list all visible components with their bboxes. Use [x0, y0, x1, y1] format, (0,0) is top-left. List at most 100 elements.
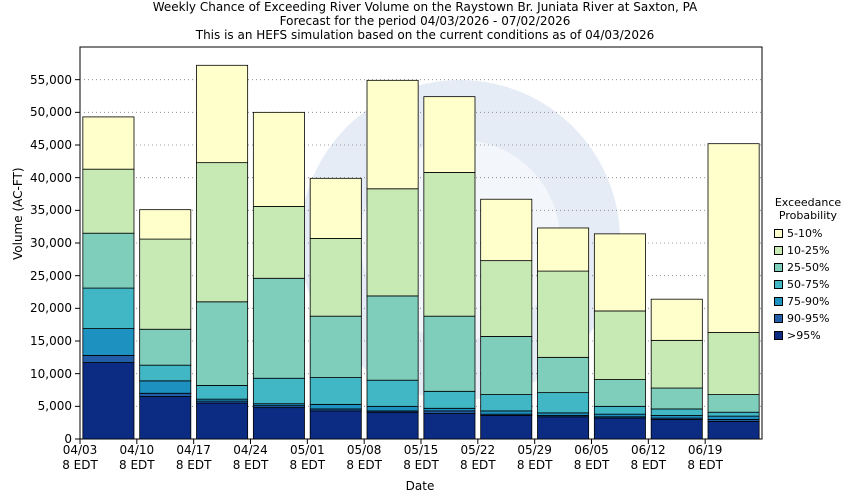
bar-segment	[650, 298, 703, 341]
legend-items: 5-10% 10-25% 25-50% 50-75% 75-90% 90-95% >95%	[766, 225, 850, 344]
bar-segment	[139, 380, 192, 394]
x-tick-date: 05/29	[517, 443, 552, 457]
bar-segment	[366, 405, 419, 412]
legend-item: 50-75%	[774, 276, 850, 293]
x-axis-title: Date	[405, 479, 435, 493]
x-tick-date: 05/01	[290, 443, 325, 457]
x-tick-time: 8 EDT	[573, 458, 610, 472]
x-tick-time: 8 EDT	[119, 458, 155, 472]
x-tick-date: 05/15	[403, 443, 439, 457]
x-tick-time: 8 EDT	[289, 458, 326, 472]
bar-segment	[537, 392, 590, 414]
bar-segment	[423, 96, 476, 173]
y-tick-label: 5,000	[37, 399, 72, 414]
bar-segment	[480, 336, 533, 395]
x-tick-time: 8 EDT	[687, 458, 723, 472]
legend-swatch	[774, 263, 783, 272]
x-tick-label: 06/05 8 EDT	[562, 443, 622, 473]
bar-segment	[252, 111, 305, 207]
bar-segment	[537, 356, 590, 394]
bar-segment	[480, 198, 533, 262]
bar-segment	[139, 209, 192, 240]
legend-swatch	[774, 331, 783, 340]
bar-segment	[650, 339, 703, 389]
chart-subtitle-period: Forecast for the period 04/03/2026 - 07/…	[279, 14, 571, 28]
bar-segment	[423, 413, 476, 440]
x-tick-label: 05/08 8 EDT	[334, 443, 394, 473]
bar-segment	[480, 410, 533, 415]
legend-swatch	[774, 229, 783, 238]
y-tick-label: 25,000	[30, 268, 72, 283]
bar-segment	[252, 277, 305, 379]
bar-segment	[196, 385, 249, 400]
legend-item: 75-90%	[774, 293, 850, 310]
bar-segment	[82, 362, 135, 440]
x-tick-label: 04/24 8 EDT	[221, 443, 281, 473]
x-tick-time: 8 EDT	[630, 458, 667, 472]
bar-segment	[139, 364, 192, 382]
x-tick-time: 8 EDT	[346, 458, 382, 472]
x-tick-label: 05/01 8 EDT	[277, 443, 337, 473]
x-tick-label: 04/17 8 EDT	[164, 443, 224, 473]
x-tick-date: 04/03	[62, 443, 98, 457]
legend-label: 75-90%	[787, 295, 830, 308]
bar-segment	[309, 410, 362, 440]
legend-title-line1: Exceedance	[774, 196, 842, 209]
y-tick-label: 40,000	[30, 170, 72, 185]
bar-segment	[650, 408, 703, 416]
x-tick-time: 8 EDT	[403, 458, 439, 472]
bar-segment	[593, 417, 646, 440]
x-tick-label: 04/10 8 EDT	[107, 443, 167, 473]
bar-segment	[309, 377, 362, 405]
x-tick-time: 8 EDT	[62, 458, 98, 472]
chart-subtitle-conditions: This is an HEFS simulation based on the …	[195, 28, 655, 42]
bar-segment	[480, 260, 533, 337]
y-axis-title: Volume (AC-FT)	[11, 167, 25, 260]
legend-label: >95%	[787, 329, 821, 342]
bar-segment	[707, 143, 760, 333]
x-tick-label: 05/22 8 EDT	[448, 443, 508, 473]
legend-swatch	[774, 246, 783, 255]
bar-segment	[366, 379, 419, 407]
bar-segment	[309, 238, 362, 317]
bar-segment	[366, 411, 419, 440]
bar-segment	[139, 328, 192, 366]
bar-segment	[309, 315, 362, 378]
bar-segment	[537, 270, 590, 358]
bar-segment	[480, 394, 533, 412]
bar-segment	[423, 172, 476, 317]
bar-segment	[650, 418, 703, 440]
bar-segment	[537, 227, 590, 272]
x-tick-time: 8 EDT	[175, 458, 212, 472]
x-tick-time: 8 EDT	[516, 458, 553, 472]
bar-segment	[309, 403, 362, 410]
bar-segment	[707, 415, 760, 420]
bar-segment	[196, 162, 249, 303]
bar-segment	[423, 390, 476, 409]
y-tick-label: 35,000	[30, 203, 72, 218]
bar-segment	[707, 420, 760, 440]
bar-segment	[139, 396, 192, 440]
bar-segment	[366, 188, 419, 297]
legend-label: 90-95%	[787, 312, 830, 325]
legend-swatch	[774, 280, 783, 289]
bar-segment	[196, 64, 249, 164]
legend-item: 90-95%	[774, 310, 850, 327]
bar-segment	[82, 287, 135, 329]
bar-segment	[139, 238, 192, 330]
x-tick-date: 06/05	[574, 443, 609, 457]
y-tick-label: 30,000	[30, 236, 72, 250]
y-tick-label: 45,000	[30, 138, 72, 152]
x-tick-time: 8 EDT	[232, 458, 269, 472]
legend-label: 10-25%	[787, 244, 830, 257]
legend-item: 25-50%	[774, 259, 850, 276]
bar-segment	[252, 206, 305, 279]
bar-segment	[252, 407, 305, 440]
y-tick-label: 15,000	[30, 334, 72, 348]
bar-segment	[707, 332, 760, 395]
bar-segment	[593, 405, 646, 415]
bar-segment	[196, 301, 249, 386]
x-tick-date: 05/22	[460, 443, 496, 457]
legend-item: 10-25%	[774, 242, 850, 259]
y-tick-label: 50,000	[30, 105, 72, 120]
